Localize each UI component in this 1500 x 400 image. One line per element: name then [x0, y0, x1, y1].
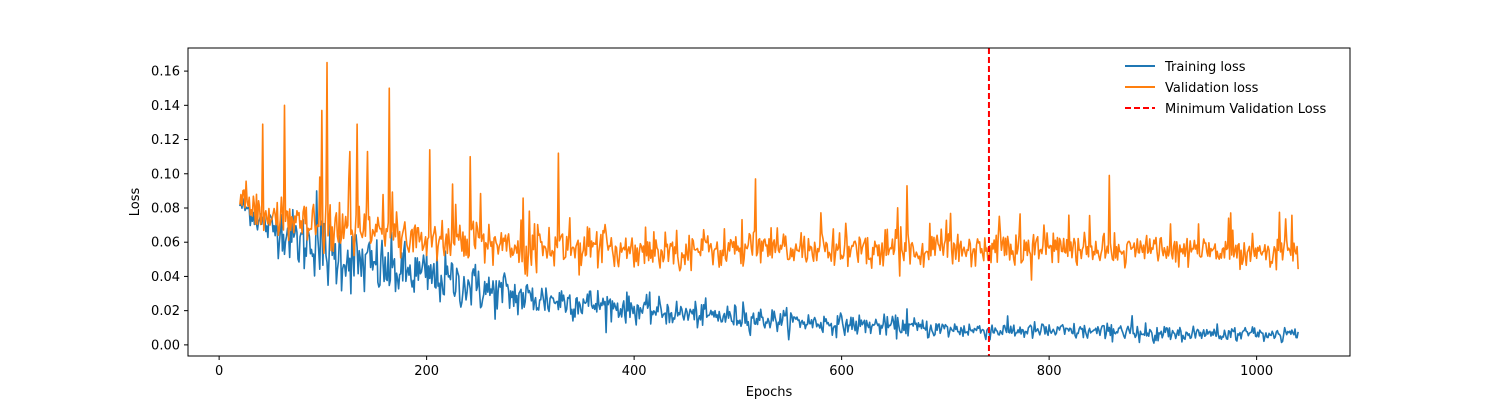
- legend-label-validation-loss: Validation loss: [1165, 81, 1259, 96]
- y-tick-label: 0.16: [151, 65, 180, 80]
- y-tick-label: 0.06: [151, 236, 180, 251]
- x-axis: 0 200 400 600 800 1000: [215, 356, 1273, 379]
- y-tick-label: 0.12: [151, 133, 180, 148]
- y-tick-label: 0.04: [151, 270, 180, 285]
- y-axis: 0.00 0.02 0.04 0.06 0.08 0.10 0.12 0.14 0.16: [151, 65, 188, 353]
- x-tick-label: 200: [414, 364, 439, 379]
- x-axis-label: Epochs: [746, 385, 793, 400]
- legend: Training loss Validation loss Minimum Vali…: [1125, 60, 1326, 117]
- legend-label-minimum-validation-loss: Minimum Validation Loss: [1165, 102, 1326, 117]
- validation-loss-line: [239, 61, 1299, 281]
- series-layer: [239, 48, 1299, 356]
- legend-label-training-loss: Training loss: [1164, 60, 1246, 75]
- y-tick-label: 0.02: [151, 304, 180, 319]
- x-tick-label: 600: [829, 364, 854, 379]
- x-tick-label: 1000: [1240, 364, 1273, 379]
- training-loss-line: [239, 190, 1299, 344]
- plot-frame: [187, 47, 1351, 357]
- y-tick-label: 0.00: [151, 338, 180, 353]
- y-tick-label: 0.14: [151, 99, 180, 114]
- x-tick-label: 400: [622, 364, 647, 379]
- x-tick-label: 0: [215, 364, 223, 379]
- y-axis-label: Loss: [128, 188, 143, 217]
- y-tick-label: 0.08: [151, 201, 180, 216]
- x-tick-label: 800: [1037, 364, 1062, 379]
- y-tick-label: 0.10: [151, 167, 180, 182]
